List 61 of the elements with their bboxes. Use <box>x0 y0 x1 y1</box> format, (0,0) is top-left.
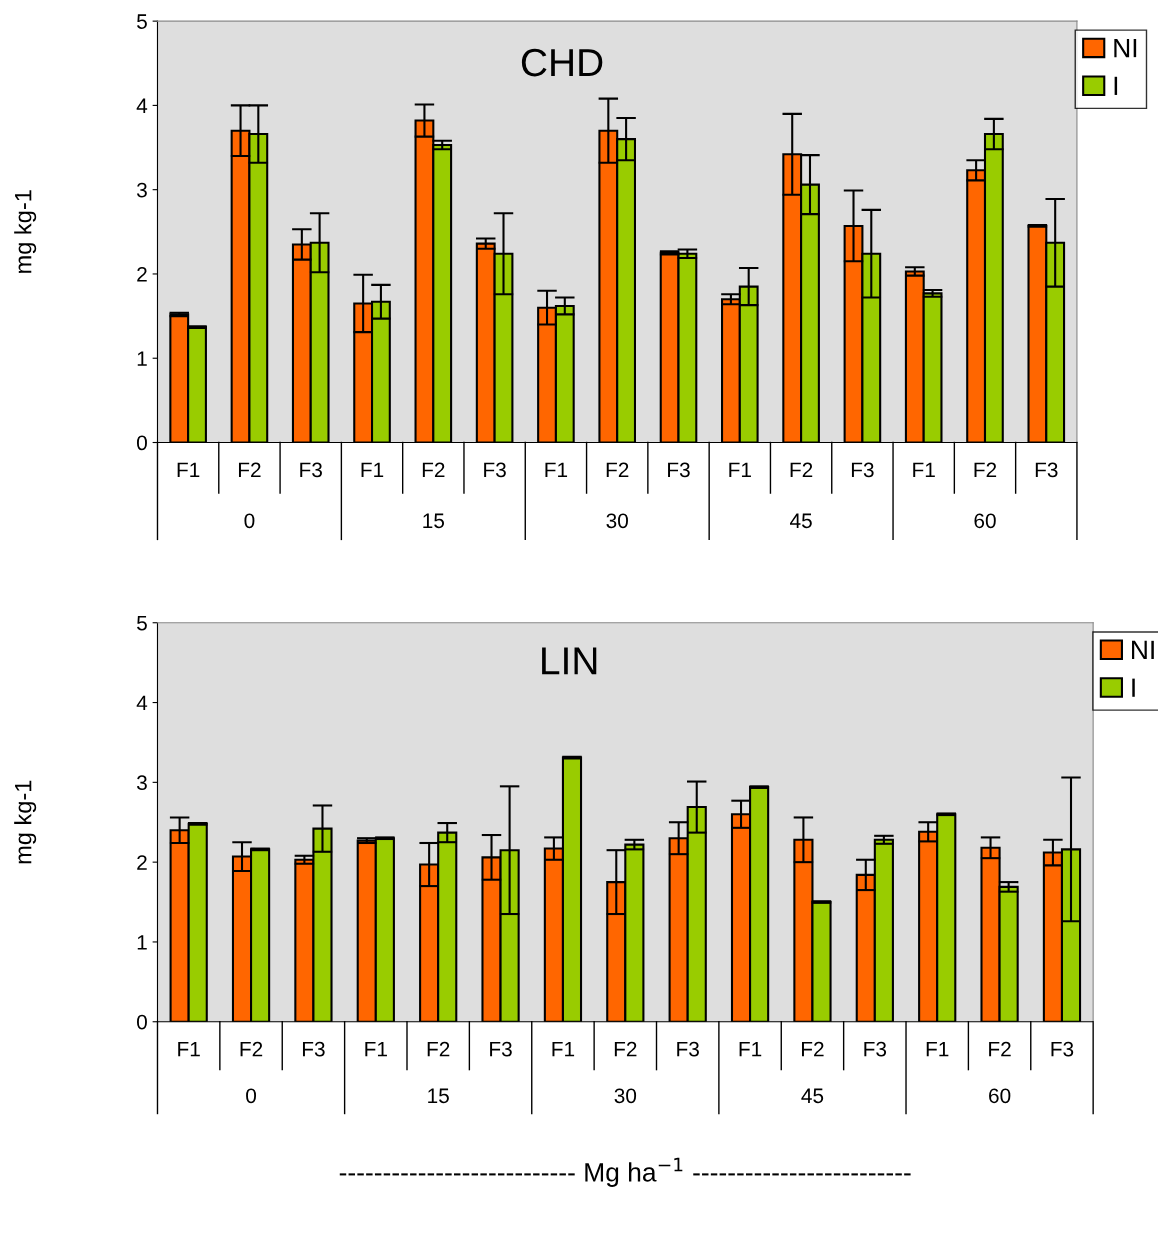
x-tick-label: F2 <box>614 1041 637 1057</box>
text: 0 <box>244 513 255 529</box>
y-tick-label: 5 <box>137 14 147 29</box>
y-tick-label: 1 <box>137 351 147 366</box>
x-tick-label: F1 <box>739 1041 762 1057</box>
x-tick-label: F1 <box>552 1041 575 1057</box>
y-tick-label: 2 <box>137 855 147 870</box>
x-tick-label: F1 <box>913 462 935 478</box>
y-tick-label: 0 <box>136 1014 147 1030</box>
x-tick-label: F2 <box>238 462 261 478</box>
y-tick-label: 3 <box>136 775 147 791</box>
y-tick-label: 1 <box>137 935 147 950</box>
x-tick-label: F3 <box>668 462 690 478</box>
x-tick-label: F1 <box>178 1041 200 1057</box>
chart-title: LIN <box>542 647 597 675</box>
x-tick-label: F3 <box>484 462 506 478</box>
y-axis-title: mg kg-1 <box>14 780 37 864</box>
text: 30 <box>614 1088 637 1104</box>
x-tick-label: F1 <box>365 1041 387 1057</box>
text: 15 <box>428 1088 449 1104</box>
x-tick-label: F3 <box>1035 462 1058 478</box>
x-tick-label: F1 <box>926 1041 949 1057</box>
legend-label: I <box>1114 76 1118 95</box>
x-tick-label: F3 <box>677 1041 699 1057</box>
text: 60 <box>974 513 996 529</box>
x-tick-label: F2 <box>427 1041 450 1057</box>
legend-label: NI <box>1114 39 1137 58</box>
text: 60 <box>989 1088 1011 1104</box>
x-tick-label: F1 <box>361 462 384 478</box>
x-tick-label: F3 <box>1051 1041 1074 1057</box>
x-tick-label: F2 <box>974 462 997 478</box>
text: 30 <box>606 513 628 529</box>
x-tick-label: F3 <box>300 462 322 478</box>
y-tick-label: 4 <box>136 98 148 113</box>
text: 45 <box>801 1088 824 1104</box>
x-tick-label: F3 <box>302 1041 325 1057</box>
y-tick-label: 0 <box>136 435 147 451</box>
x-tick-label: F2 <box>606 462 629 478</box>
x-tick-label: F2 <box>422 462 445 478</box>
x-tick-label: F1 <box>177 462 200 478</box>
text: 45 <box>790 513 812 529</box>
legend-label: NI <box>1132 640 1154 659</box>
x-tick-label: F2 <box>790 462 813 478</box>
x-axis-title: --------------------------- Mg ha$^{−1}$ ------------------------- <box>339 1157 911 1187</box>
y-tick-label: 2 <box>137 266 147 282</box>
x-tick-label: F2 <box>989 1041 1011 1057</box>
y-tick-label: 3 <box>136 182 147 198</box>
text: 15 <box>423 513 445 529</box>
x-tick-label: F2 <box>240 1041 263 1057</box>
x-tick-label: F2 <box>802 1041 824 1057</box>
x-tick-label: F1 <box>729 462 751 478</box>
x-tick-label: F3 <box>851 462 874 478</box>
legend-label: I <box>1132 678 1135 697</box>
text: 0 <box>246 1088 257 1104</box>
y-axis-title: mg kg-1 <box>14 190 37 273</box>
x-tick-label: F3 <box>490 1041 512 1057</box>
text: CHD <box>521 48 603 77</box>
y-tick-label: 4 <box>136 695 148 711</box>
y-tick-label: 5 <box>137 615 147 631</box>
x-tick-label: F3 <box>864 1041 887 1057</box>
x-tick-label: F1 <box>545 462 568 478</box>
